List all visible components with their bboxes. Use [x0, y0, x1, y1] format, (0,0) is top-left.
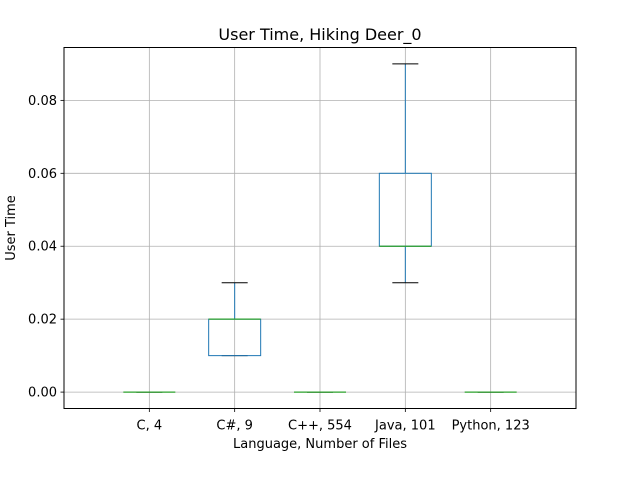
y-tick-label: 0.02 — [28, 313, 57, 328]
x-tick-label: Python, 123 — [452, 419, 530, 434]
x-tick-label: Java, 101 — [374, 419, 436, 434]
boxes — [123, 63, 517, 393]
x-tick-label: C++, 554 — [288, 419, 352, 434]
x-tick-label: C#, 9 — [216, 419, 253, 434]
y-tick-label: 0.06 — [28, 167, 57, 182]
y-axis-label: User Time — [4, 195, 19, 261]
x-tick-label: C, 4 — [137, 419, 163, 434]
grid-lines — [64, 47, 576, 409]
x-axis-label: Language, Number of Files — [233, 437, 407, 452]
y-tick-label: 0.08 — [28, 94, 57, 109]
chart-title: User Time, Hiking Deer_0 — [218, 25, 421, 45]
y-tick-label: 0.04 — [28, 240, 57, 255]
y-axis-ticks: 0.00 0.02 0.04 0.06 0.08 — [28, 94, 64, 401]
y-tick-label: 0.00 — [28, 386, 57, 401]
box-4 — [378, 63, 432, 284]
box-2 — [208, 282, 262, 357]
x-axis-ticks: C, 4 C#, 9 C++, 554 Java, 101 Python, 123 — [137, 408, 530, 434]
